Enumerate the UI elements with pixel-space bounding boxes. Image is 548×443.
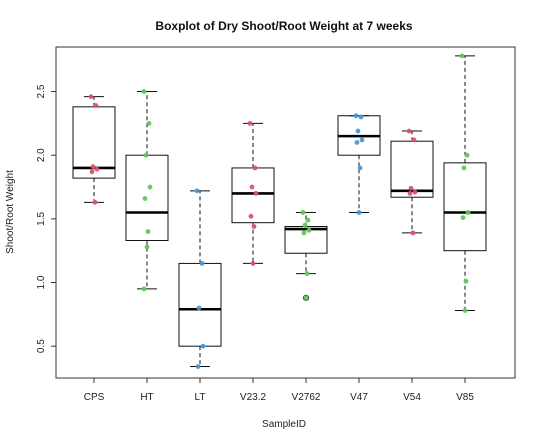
data-point	[93, 103, 99, 108]
data-point	[247, 120, 253, 126]
data-point	[145, 229, 151, 234]
data-point	[303, 295, 309, 301]
data-point	[200, 343, 206, 349]
data-point	[406, 128, 412, 134]
data-point	[463, 278, 469, 284]
box-cps	[72, 96, 116, 203]
data-point	[248, 213, 254, 219]
data-point	[304, 271, 310, 277]
box-v85	[443, 55, 487, 312]
outlier-point	[302, 294, 310, 301]
y-tick-label: 0.5	[36, 339, 47, 353]
data-point	[358, 114, 364, 120]
box-iqr	[231, 167, 275, 224]
data-point	[88, 94, 94, 100]
data-point	[461, 165, 467, 171]
x-axis: CPS HT LT V23.2 V2762 V47 V54 V85	[84, 378, 474, 403]
y-tick-label: 1.0	[36, 275, 47, 289]
data-point	[94, 166, 100, 172]
x-tick-label: V47	[350, 392, 368, 403]
data-point	[302, 222, 308, 228]
data-point	[141, 89, 147, 94]
y-tick-label: 2.0	[36, 148, 47, 162]
y-tick-label: 2.5	[36, 84, 47, 98]
data-point	[465, 210, 471, 215]
box-iqr	[443, 162, 487, 252]
data-point	[142, 196, 148, 201]
box-iqr	[284, 226, 328, 254]
box-ht	[125, 91, 169, 290]
data-point	[250, 261, 256, 266]
data-point	[147, 184, 153, 190]
y-axis: 0.5 1.0 1.5 2.0 2.5	[36, 84, 57, 353]
x-axis-label: SampleID	[262, 419, 306, 430]
data-point	[408, 185, 414, 191]
x-tick-label: CPS	[84, 392, 105, 403]
data-point	[459, 53, 465, 59]
box-lt	[178, 190, 222, 368]
data-point	[305, 217, 311, 223]
data-point	[141, 286, 147, 292]
data-point	[356, 210, 362, 215]
data-point	[144, 244, 150, 250]
x-tick-label: V2762	[292, 392, 321, 403]
data-point	[462, 308, 468, 313]
data-point	[355, 128, 361, 134]
x-tick-label: V85	[456, 392, 474, 403]
data-point	[464, 152, 470, 158]
x-tick-label: LT	[195, 392, 206, 403]
data-point	[143, 152, 149, 158]
data-point	[252, 165, 258, 171]
data-point	[411, 137, 417, 143]
data-point	[353, 113, 359, 119]
data-point	[195, 364, 201, 369]
data-point	[460, 215, 466, 220]
box-v23-2	[231, 122, 275, 264]
data-point	[357, 165, 363, 171]
data-point	[92, 199, 98, 205]
data-point	[407, 191, 413, 196]
boxes-layer	[72, 55, 487, 368]
chart-title: Boxplot of Dry Shoot/Root Weight at 7 we…	[155, 19, 412, 33]
y-axis-label: Shoot/Root Weight	[5, 170, 16, 254]
box-iqr	[178, 262, 222, 347]
y-tick-label: 1.5	[36, 211, 47, 225]
data-point	[196, 305, 202, 311]
data-point	[89, 169, 95, 175]
data-point	[410, 230, 416, 236]
data-point	[359, 137, 365, 143]
points-layer	[88, 53, 471, 369]
x-tick-label: V54	[403, 392, 421, 403]
data-point	[354, 140, 360, 145]
box-v2762	[284, 212, 328, 275]
data-point	[146, 120, 152, 126]
data-point	[300, 210, 306, 215]
data-point	[301, 230, 307, 236]
data-point	[249, 184, 255, 190]
data-point	[90, 164, 96, 170]
box-v54	[390, 130, 434, 234]
data-point	[194, 188, 200, 194]
data-point	[251, 224, 257, 229]
data-point	[199, 261, 205, 266]
x-tick-label: HT	[140, 392, 153, 403]
data-point	[253, 191, 259, 196]
x-tick-label: V23.2	[240, 392, 267, 403]
data-point	[412, 189, 418, 195]
data-point	[306, 227, 312, 233]
